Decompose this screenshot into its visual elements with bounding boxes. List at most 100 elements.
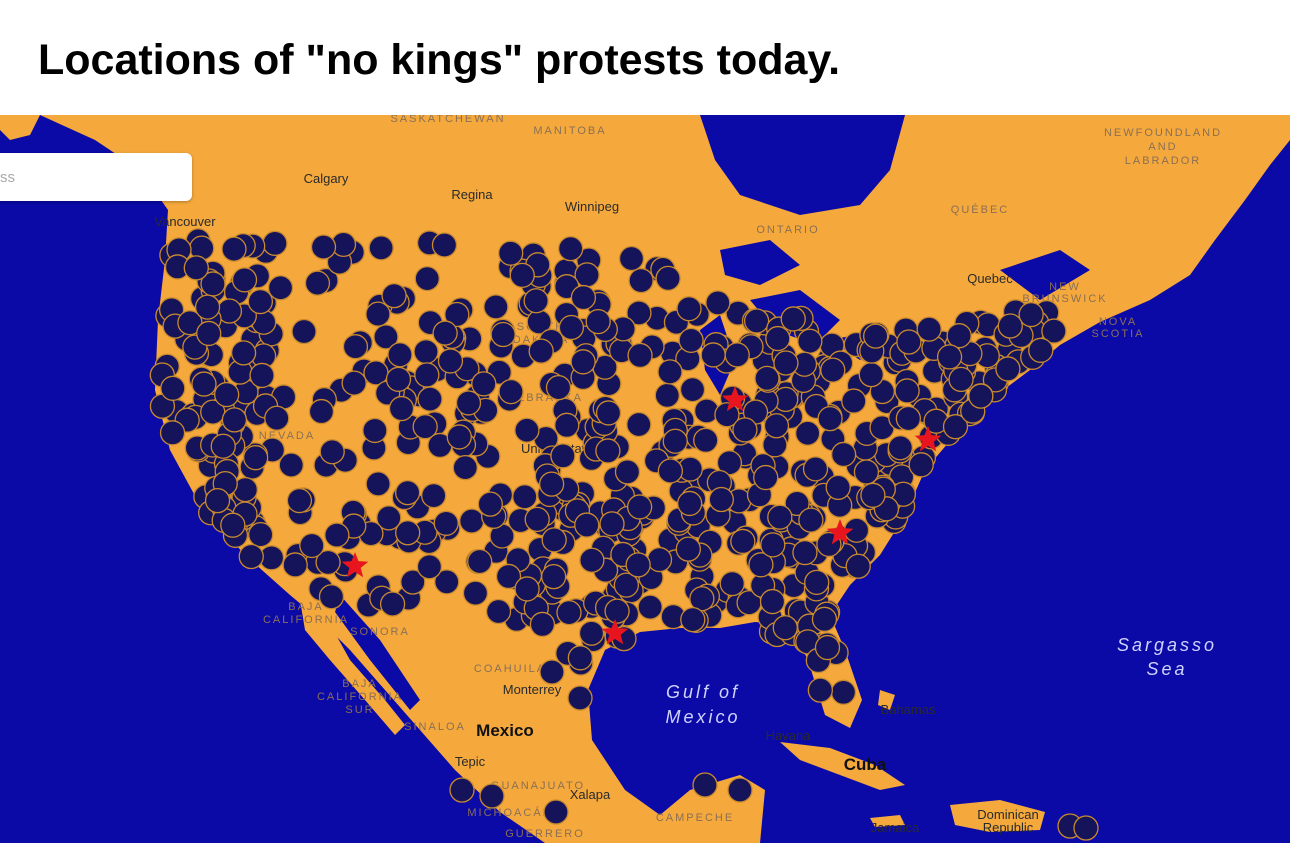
protest-marker [471, 371, 497, 397]
protest-marker [433, 510, 459, 536]
protest-marker [578, 620, 605, 646]
protest-marker [177, 310, 203, 336]
protest-marker [754, 365, 780, 392]
protest-marker [894, 378, 920, 404]
protest-marker [414, 362, 440, 388]
protest-marker [342, 334, 369, 360]
water-bodies [335, 115, 1090, 710]
protest-marker [637, 594, 663, 620]
protest-marker [825, 474, 851, 501]
protest-marker [830, 679, 857, 705]
protest-marker [579, 547, 605, 573]
protest-marker [625, 552, 651, 578]
protest-marker [381, 282, 407, 309]
protest-marker [797, 328, 823, 354]
protest-marker [191, 371, 217, 397]
protest-marker [811, 606, 838, 632]
protest-marker [820, 357, 846, 383]
protest-marker [689, 586, 715, 612]
protest-marker [365, 471, 391, 497]
protest-marker [895, 405, 922, 432]
protest-marker [477, 491, 503, 517]
protest-marker [802, 456, 829, 482]
protest-marker [413, 339, 439, 365]
protest-marker [817, 405, 843, 432]
search-placeholder: ss [0, 169, 15, 186]
protest-marker [767, 504, 793, 530]
place-label: GUANAJUATO [491, 780, 585, 792]
protest-marker [394, 479, 421, 506]
title: Locations of "no kings" protests today. [38, 36, 841, 84]
protest-marker [221, 407, 248, 433]
protest-marker [221, 236, 247, 262]
place-label: Mexico [476, 721, 534, 740]
protest-marker [705, 290, 731, 316]
place-label: SINALOA [404, 721, 466, 733]
protest-marker [743, 308, 770, 334]
search-box[interactable]: ss [0, 153, 192, 201]
protest-marker [858, 362, 884, 388]
protest-marker [558, 314, 585, 341]
protest-marker [657, 458, 684, 484]
protest-marker [231, 267, 258, 293]
place-label: Vancouver [154, 214, 216, 229]
protest-marker [315, 549, 341, 576]
protest-marker [495, 563, 522, 590]
protest-marker [627, 342, 653, 369]
protest-marker [708, 486, 734, 513]
protest-marker [242, 445, 269, 471]
protest-marker [714, 402, 740, 428]
place-label: CALIFORNIA [317, 691, 403, 703]
protest-marker [730, 528, 756, 555]
protest-marker [693, 427, 719, 453]
protest-marker [716, 450, 743, 476]
protest-marker [942, 414, 969, 440]
protest-marker [657, 359, 683, 385]
protest-marker [613, 572, 640, 598]
place-label: Tepic [455, 754, 486, 769]
protest-marker [214, 381, 240, 408]
protest-marker [324, 522, 350, 548]
place-label: Dominican [977, 807, 1038, 822]
protest-marker [845, 553, 871, 579]
place-label: Sargasso [1117, 635, 1217, 655]
protest-marker [763, 413, 790, 439]
protest-marker [595, 400, 622, 426]
protest-marker [523, 288, 549, 314]
highlight-star [914, 426, 942, 452]
protest-marker [310, 234, 337, 260]
protest-marker [554, 412, 580, 438]
place-label: Xalapa [570, 787, 611, 802]
protest-marker [997, 313, 1023, 339]
place-label: Monterrey [503, 682, 562, 697]
protest-marker [680, 607, 706, 633]
place-labels: SASKATCHEWAN MANITOBA NEWFOUNDLAND AND LABRA… [154, 115, 1220, 840]
protest-marker [210, 433, 236, 459]
protest-marker [459, 508, 485, 534]
protest-marker [585, 308, 611, 335]
protest-marker [196, 320, 222, 347]
protest-marker [946, 323, 972, 349]
protest-marker [528, 338, 554, 364]
protest-marker [362, 417, 388, 444]
protest-marker [498, 240, 524, 266]
place-label: Sea [1146, 659, 1187, 679]
place-label: ONTARIO [756, 224, 819, 236]
place-label: MANITOBA [533, 125, 606, 137]
protest-marker [368, 235, 394, 261]
protest-marker [700, 342, 726, 368]
protest-marker [483, 294, 509, 320]
place-label: NOVA [1099, 316, 1137, 328]
protest-marker [654, 382, 680, 408]
protest-marker [479, 783, 505, 809]
protest-marker [230, 340, 257, 366]
place-label: Gulf of [666, 682, 740, 702]
place-label: Havana [766, 728, 812, 743]
protest-marker [395, 520, 421, 546]
protest-marker [841, 388, 867, 414]
place-label: BAJA [342, 678, 378, 690]
place-label: COAHUILA [474, 663, 546, 675]
protest-marker [160, 375, 186, 401]
protest-markers [149, 228, 1099, 841]
protest-marker [678, 327, 704, 354]
